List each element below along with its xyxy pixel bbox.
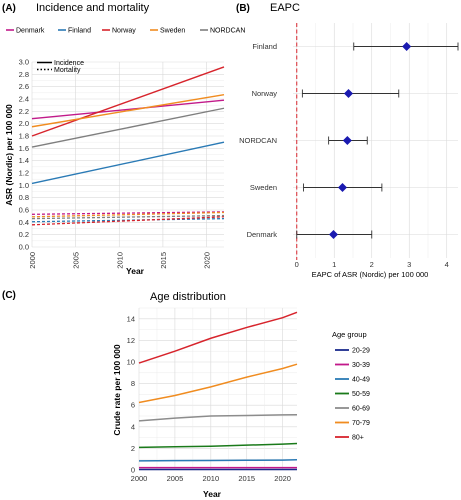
panel-c-legend-label: 80+ xyxy=(352,435,364,442)
panel-c-xtick-label: 2020 xyxy=(274,474,291,483)
panel-a-ytick-label: 2.8 xyxy=(19,70,29,79)
panel-a-ytick-label: 2.0 xyxy=(19,119,29,128)
panel-c-ytick-label: 0 xyxy=(131,466,135,475)
panel-b-tag: (B) xyxy=(236,3,250,14)
panel-c-xtick-label: 2000 xyxy=(131,474,148,483)
panel-c: (C) Age distribution 0 2 4 6 8 10 12 14 2000 200… xyxy=(2,290,370,499)
panel-a-ytick-label: 2.4 xyxy=(19,95,29,104)
panel-a-ytick-label: 2.2 xyxy=(19,107,29,116)
panel-b-title: EAPC xyxy=(270,2,300,14)
panel-c-ytick-label: 2 xyxy=(131,444,135,453)
panel-c-ytick-label: 6 xyxy=(131,401,135,410)
panel-c-line-40-49 xyxy=(138,458,298,462)
panel-a-xtick-label: 2000 xyxy=(28,252,37,269)
panel-c-legend-label: 50-59 xyxy=(352,391,370,398)
panel-c-title: Age distribution xyxy=(150,291,226,303)
panel-b-xtick-label: 4 xyxy=(445,260,449,269)
panel-a-linetype-label: Mortality xyxy=(54,67,81,74)
panel-c-legend-label: 20-29 xyxy=(352,348,370,355)
panel-c-ytick-label: 4 xyxy=(131,422,135,431)
panel-c-line-60-69 xyxy=(138,413,298,422)
panel-c-xlabel: Year xyxy=(203,489,222,499)
panel-a-tag: (A) xyxy=(2,3,16,14)
panel-a-mortality-line-denmark xyxy=(31,211,225,215)
panel-a-legend-label: NORDCAN xyxy=(210,28,245,35)
panel-a-incidence-line-finland xyxy=(31,141,225,185)
panel-c-xtick-label: 2015 xyxy=(238,474,255,483)
panel-c-line-50-59 xyxy=(138,442,298,449)
panel-b-xtick-label: 0 xyxy=(295,260,299,269)
panel-c-ytick-label: 12 xyxy=(127,336,135,345)
panel-c-tag: (C) xyxy=(2,290,16,301)
panel-a-legend-label: Finland xyxy=(68,28,91,35)
panel-a-linetype-label: Incidence xyxy=(54,60,84,67)
panel-c-legend-label: 60-69 xyxy=(352,406,370,413)
panel-b-category-label: NORDCAN xyxy=(239,136,277,145)
panel-a-legend-label: Denmark xyxy=(16,28,45,35)
panel-a-ytick-label: 0.8 xyxy=(19,193,29,202)
panel-a: (A) Incidence and mortality 0.0 0.2 0.4 0.6… xyxy=(2,2,245,276)
panel-c-ytick-label: 14 xyxy=(127,314,135,323)
panel-a-ytick-label: 1.8 xyxy=(19,132,29,141)
panel-a-ytick-label: 0.2 xyxy=(19,230,29,239)
panel-a-ylabel: ASR (Nordic) per 100 000 xyxy=(4,104,14,206)
panel-a-incidence-line-nordcan xyxy=(31,107,225,148)
panel-b-xtick-label: 2 xyxy=(370,260,374,269)
panel-a-ytick-label: 1.2 xyxy=(19,169,29,178)
panel-a-ytick-label: 1.0 xyxy=(19,181,29,190)
panel-b-category-label: Norway xyxy=(252,89,278,98)
panel-c-legend-label: 40-49 xyxy=(352,377,370,384)
panel-a-xtick-label: 2020 xyxy=(203,252,212,269)
panel-a-ytick-label: 0.6 xyxy=(19,206,29,215)
panel-b-estimate-denmark xyxy=(329,230,338,239)
panel-b-estimate-norway xyxy=(344,89,353,98)
panel-a-incidence-line-denmark xyxy=(31,99,225,120)
panel-a-ytick-label: 2.6 xyxy=(19,82,29,91)
panel-a-legend-label: Norway xyxy=(112,28,136,35)
panel-a-xtick-label: 2005 xyxy=(72,252,81,269)
panel-c-legend-label: 70-79 xyxy=(352,420,370,427)
panel-b-xlabel: EAPC of ASR (Nordic) per 100 000 xyxy=(312,270,429,279)
panel-c-legend-title: Age group xyxy=(332,330,367,339)
panel-c-line-70-79 xyxy=(138,363,298,404)
panel-b-category-label: Sweden xyxy=(250,183,277,192)
panel-a-xtick-label: 2015 xyxy=(159,252,168,269)
panel-a-ytick-label: 0.0 xyxy=(19,243,29,252)
panel-b-xtick-label: 3 xyxy=(407,260,411,269)
panel-a-incidence-line-sweden xyxy=(31,93,225,128)
panel-b-estimate-finland xyxy=(402,42,412,51)
panel-c-ytick-label: 10 xyxy=(127,358,135,367)
panel-b-estimate-nordcan xyxy=(342,136,352,145)
panel-a-ytick-label: 0.4 xyxy=(19,218,29,227)
panel-c-ylabel: Crude rate per 100 000 xyxy=(112,344,122,435)
panel-b-category-label: Finland xyxy=(252,42,277,51)
panel-a-mortality-line-nordcan xyxy=(31,214,225,220)
panel-b-xtick-label: 1 xyxy=(332,260,336,269)
panel-c-ytick-label: 8 xyxy=(131,379,135,388)
panel-a-xlabel: Year xyxy=(126,266,145,276)
panel-c-line-80plus xyxy=(138,311,298,364)
panel-b-estimate-sweden xyxy=(338,183,347,192)
panel-a-ytick-label: 1.4 xyxy=(19,156,29,165)
panel-c-xtick-label: 2005 xyxy=(167,474,184,483)
panel-b: (B) EAPC Finland Norway NORDCAN Sweden Denma… xyxy=(236,2,459,279)
panel-a-title: Incidence and mortality xyxy=(36,2,150,14)
panel-a-mortality-line-norway xyxy=(31,216,225,226)
panel-c-xtick-label: 2010 xyxy=(202,474,219,483)
panel-a-mortality-line-sweden xyxy=(31,211,225,218)
panel-a-ytick-label: 3.0 xyxy=(19,58,29,67)
panel-b-category-label: Denmark xyxy=(247,230,278,239)
panel-a-incidence-line-norway xyxy=(31,66,225,137)
panel-a-ytick-label: 1.6 xyxy=(19,144,29,153)
panel-a-legend-label: Sweden xyxy=(160,28,185,35)
panel-a-xtick-label: 2010 xyxy=(115,252,124,269)
panel-c-legend-label: 30-39 xyxy=(352,362,370,369)
